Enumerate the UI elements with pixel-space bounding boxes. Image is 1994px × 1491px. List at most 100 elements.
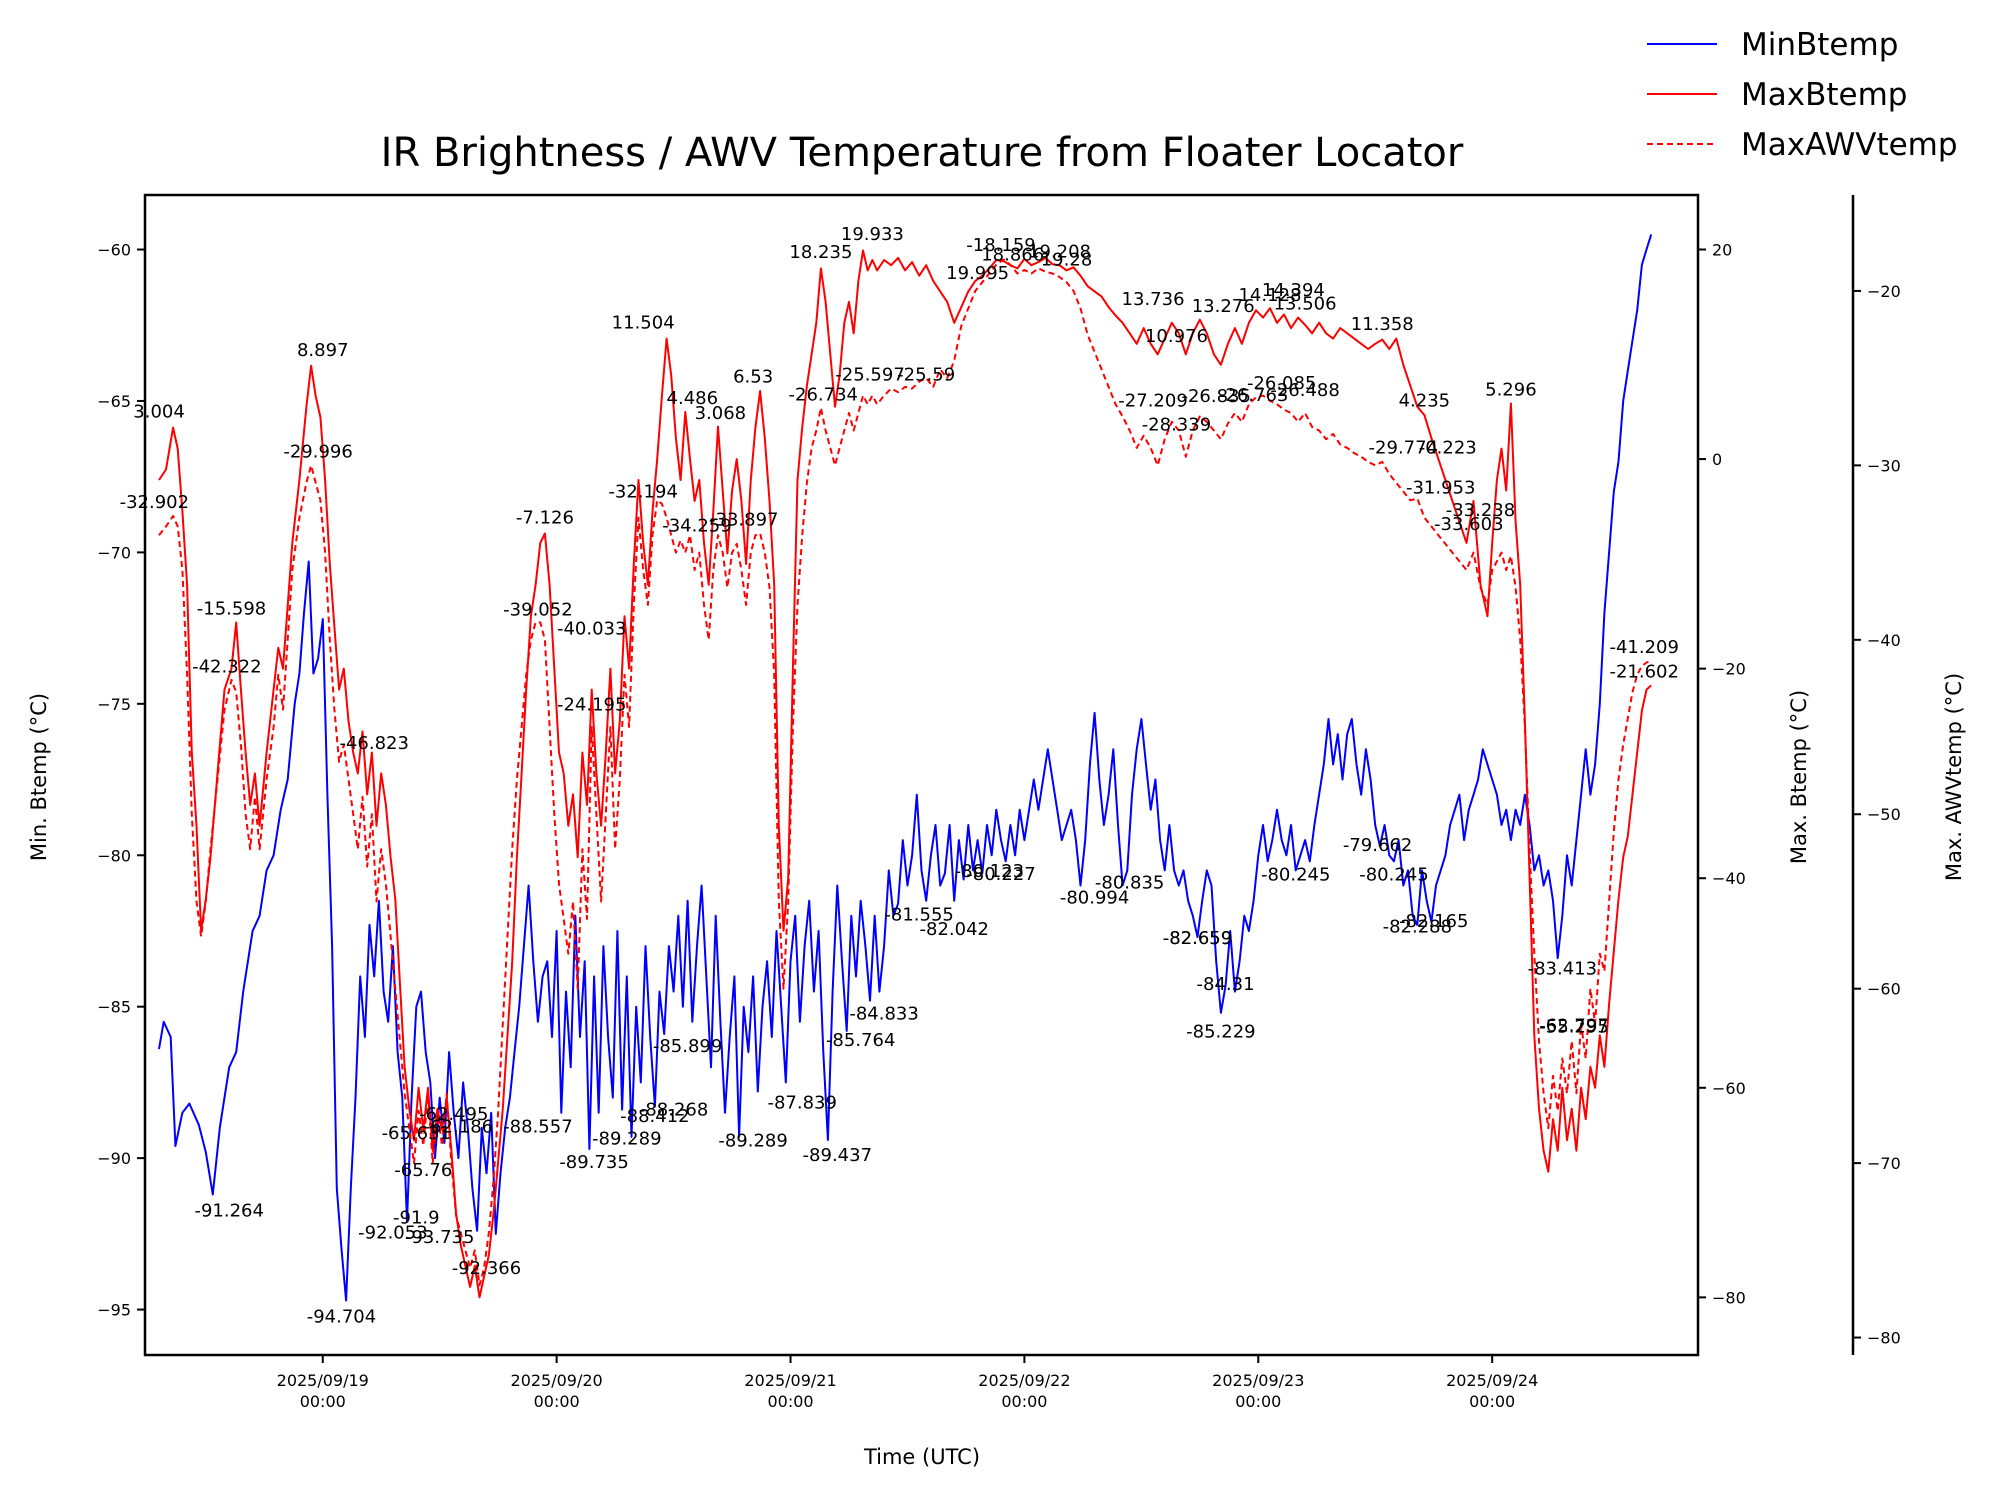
- data-label-6: -91.264: [194, 1200, 263, 1221]
- data-label-86: -55.295: [1539, 1016, 1608, 1037]
- data-label-26: -89.289: [592, 1129, 661, 1150]
- data-label-4: 8.897: [297, 340, 349, 361]
- data-label-12: -65.76: [394, 1160, 452, 1181]
- data-label-34: -89.289: [718, 1131, 787, 1152]
- left-axis: −60 −65 −70 −75 −80 −85 −90 −95: [97, 241, 145, 1320]
- x-tick-label-2-1: 00:00: [767, 1392, 813, 1411]
- series-line-MaxBtemp: [158, 249, 1652, 1299]
- data-label-35: -87.839: [767, 1093, 836, 1114]
- data-label-8: -46.823: [339, 733, 408, 754]
- data-label-13: -92.053: [358, 1222, 427, 1243]
- data-label-69: -84.31: [1197, 974, 1255, 995]
- right-tick-label-4: −60: [1712, 1079, 1746, 1098]
- data-label-10: -62.495: [419, 1104, 488, 1125]
- left-tick-label-7: −95: [97, 1301, 131, 1320]
- right2-tick-label-6: −80: [1867, 1329, 1901, 1348]
- data-label-32: 6.53: [733, 367, 773, 388]
- data-label-61: 14.128: [1238, 285, 1301, 306]
- series-layer: [158, 234, 1653, 1302]
- data-label-57: -27.209: [1118, 391, 1187, 412]
- left-tick-label-0: −60: [97, 241, 131, 260]
- data-label-68: -82.659: [1163, 928, 1232, 949]
- data-label-20: -40.033: [557, 618, 626, 639]
- series-line-MaxAWVtemp: [158, 258, 1652, 1287]
- right2-axis-label: Max. AWVtemp (°C): [1942, 673, 1966, 881]
- data-label-66: -26.488: [1270, 380, 1339, 401]
- data-label-42: -84.833: [849, 1004, 918, 1025]
- right-axis: 20 0 −20 −40 −60 −80: [1698, 240, 1746, 1307]
- data-label-30: -34.259: [662, 516, 731, 537]
- data-label-38: 18.235: [789, 242, 852, 263]
- legend-label-MaxAWVtemp: MaxAWVtemp: [1741, 127, 1958, 163]
- x-tick-label-4-0: 2025/09/23: [1212, 1371, 1304, 1390]
- left-tick-label-1: −65: [97, 392, 131, 411]
- data-label-70: -85.229: [1186, 1022, 1255, 1043]
- x-tick-label-4-1: 00:00: [1235, 1392, 1281, 1411]
- x-tick-label-3-1: 00:00: [1001, 1392, 1047, 1411]
- data-label-77: -0.223: [1419, 437, 1477, 458]
- data-label-21: -24.195: [557, 695, 626, 716]
- x-axis: 2025/09/19 00:00 2025/09/20 00:00 2025/09/21…: [277, 1355, 1538, 1411]
- data-label-58: -28.339: [1142, 414, 1211, 435]
- annotation-layer: 3.004 -32.902 -15.598 -42.322 8.897 -29.996 -9…: [120, 224, 1679, 1327]
- data-label-65: -26.085: [1247, 373, 1316, 394]
- data-label-52: -80.123: [955, 861, 1024, 882]
- data-label-72: -79.662: [1343, 835, 1412, 856]
- data-label-88: -21.602: [1609, 661, 1678, 682]
- x-tick-label-3-0: 2025/09/22: [978, 1371, 1070, 1390]
- x-tick-label-5-1: 00:00: [1469, 1392, 1515, 1411]
- legend: MinBtemp MaxBtemp MaxAWVtemp: [1647, 27, 1958, 163]
- left-axis-label: Min. Btemp (°C): [27, 693, 51, 861]
- left-tick-label-3: −75: [97, 695, 131, 714]
- data-label-43: -85.764: [826, 1030, 895, 1051]
- x-tick-label-1-0: 2025/09/20: [511, 1371, 603, 1390]
- data-label-81: 5.296: [1485, 380, 1537, 401]
- x-tick-label-0-0: 2025/09/19: [277, 1371, 369, 1390]
- right-tick-label-5: −80: [1712, 1288, 1746, 1307]
- right2-tick-label-5: −70: [1867, 1154, 1901, 1173]
- data-label-84: -83.413: [1528, 959, 1597, 980]
- data-label-78: -31.953: [1406, 477, 1475, 498]
- data-label-74: 11.358: [1351, 314, 1414, 335]
- data-label-71: -80.245: [1261, 865, 1330, 886]
- data-label-31: -33.897: [709, 509, 778, 530]
- right2-axis: −20 −30 −40 −50 −60 −70 −80: [1851, 195, 1901, 1355]
- left-tick-label-4: −80: [97, 846, 131, 865]
- x-tick-label-2-0: 2025/09/21: [744, 1371, 836, 1390]
- data-label-79: -33.238: [1446, 500, 1515, 521]
- right-tick-label-0: 20: [1712, 240, 1732, 259]
- data-label-39: 19.933: [841, 224, 904, 245]
- data-label-64: -26.763: [1219, 385, 1288, 406]
- x-tick-label-0-1: 00:00: [300, 1392, 346, 1411]
- left-tick-label-5: −85: [97, 998, 131, 1017]
- data-label-41: -25.59: [897, 364, 955, 385]
- data-label-15: -93.735: [405, 1227, 474, 1248]
- data-label-63: 13.506: [1274, 294, 1337, 315]
- data-label-45: -82.042: [920, 919, 989, 940]
- data-label-49: 19.208: [1028, 241, 1091, 262]
- data-label-0: 3.004: [133, 402, 185, 423]
- data-label-9: -65.631: [382, 1123, 451, 1144]
- chart-title: IR Brightness / AWV Temperature from Flo…: [381, 130, 1464, 176]
- data-label-76: -29.774: [1369, 437, 1438, 458]
- data-label-51: -80.227: [966, 864, 1035, 885]
- data-label-44: -81.555: [884, 904, 953, 925]
- data-label-1: -32.902: [120, 492, 189, 513]
- data-label-22: -89.735: [559, 1152, 628, 1173]
- data-label-60: -26.835: [1181, 386, 1250, 407]
- plot-area: [143, 193, 1700, 1357]
- right-axis-label: Max. Btemp (°C): [1787, 690, 1811, 864]
- data-label-5: -29.996: [283, 441, 352, 462]
- left-tick-label-6: −90: [97, 1149, 131, 1168]
- data-label-75: 4.235: [1399, 391, 1451, 412]
- data-label-55: 13.736: [1122, 289, 1185, 310]
- data-label-82: -82.165: [1399, 911, 1468, 932]
- data-label-2: -15.598: [197, 599, 266, 620]
- data-label-83: -82.288: [1383, 917, 1452, 938]
- data-label-47: -18.159: [966, 235, 1035, 256]
- data-label-40: -25.597: [835, 365, 904, 386]
- data-label-59: 13.276: [1192, 296, 1255, 317]
- data-label-19: -39.052: [503, 599, 572, 620]
- x-axis-label: Time (UTC): [863, 1445, 980, 1469]
